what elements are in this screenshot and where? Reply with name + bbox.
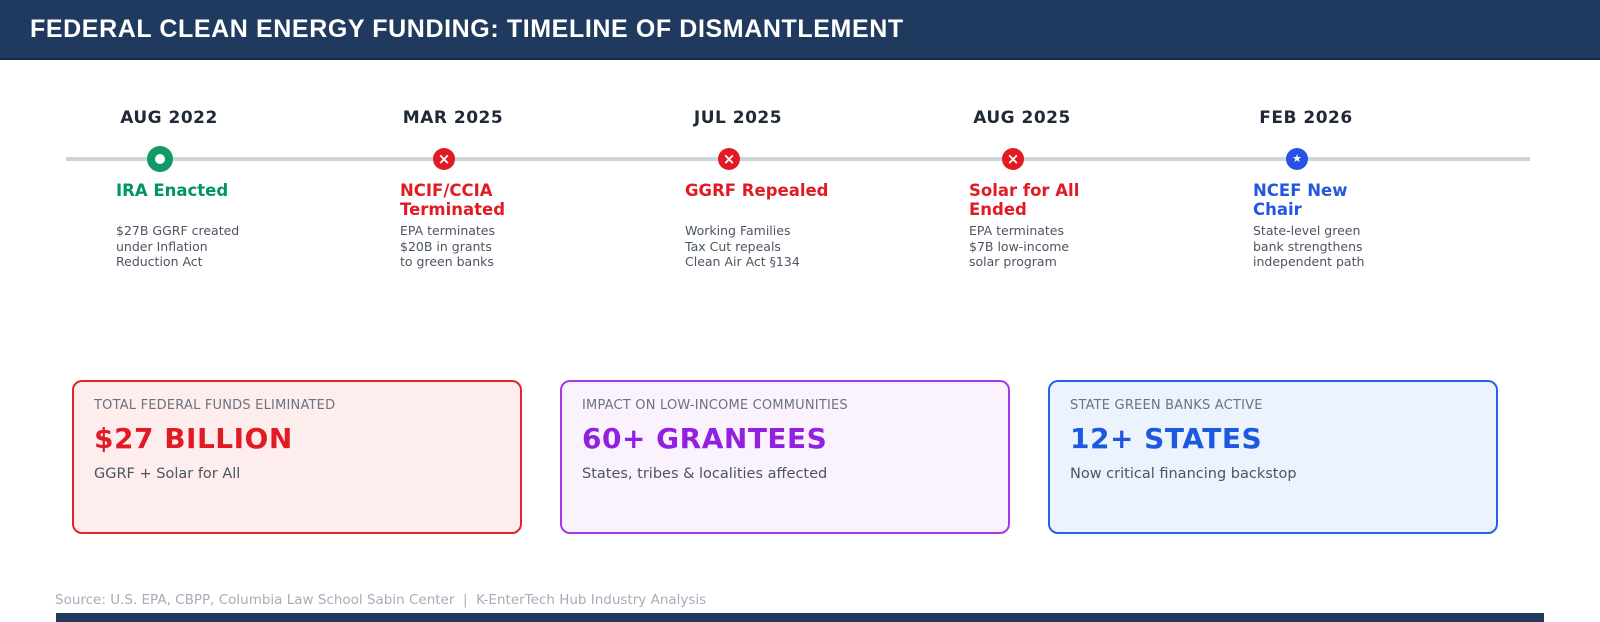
ring-hole <box>155 154 165 164</box>
milestone-title: GGRF Repealed <box>685 181 829 200</box>
milestone-description: EPA terminates $7B low-income solar prog… <box>969 223 1070 269</box>
stat-value: $27 BILLION <box>94 422 293 455</box>
stat-label: IMPACT ON LOW-INCOME COMMUNITIES <box>582 398 848 413</box>
milestone-description: State-level green bank strengthens indep… <box>1253 223 1365 269</box>
milestone-mar-2025: MAR 2025 × NCIF/CCIA Terminated EPA term… <box>400 108 590 270</box>
milestone-jul-2025: JUL 2025 × GGRF Repealed Working Familie… <box>685 108 875 270</box>
milestone-title: Solar for All Ended <box>969 181 1080 219</box>
footer-bar <box>56 613 1544 622</box>
milestone-description: $27B GGRF created under Inflation Reduct… <box>116 223 240 269</box>
stat-caption: Now critical financing backstop <box>1070 466 1297 482</box>
milestone-star-icon: ★ <box>1286 148 1308 170</box>
stat-value: 12+ STATES <box>1070 422 1263 455</box>
milestone-feb-2026: FEB 2026 ★ NCEF New Chair State-level gr… <box>1253 108 1443 270</box>
milestone-description: EPA terminates $20B in grants to green b… <box>400 223 496 269</box>
stat-label: STATE GREEN BANKS ACTIVE <box>1070 398 1263 413</box>
milestone-title: NCIF/CCIA Terminated <box>400 181 506 219</box>
stat-card-funds-eliminated: TOTAL FEDERAL FUNDS ELIMINATED $27 BILLI… <box>72 380 522 534</box>
stat-caption: GGRF + Solar for All <box>94 466 241 482</box>
milestone-date: JUL 2025 <box>693 108 783 128</box>
stat-label: TOTAL FEDERAL FUNDS ELIMINATED <box>94 398 336 413</box>
timeline-line <box>66 157 1530 161</box>
milestone-ring-icon <box>147 146 173 172</box>
stat-value: 60+ GRANTEES <box>582 422 828 455</box>
milestone-x-icon: × <box>1002 148 1024 170</box>
milestone-title: IRA Enacted <box>116 181 229 200</box>
milestone-date: FEB 2026 <box>1259 108 1353 128</box>
stat-card-state-green-banks: STATE GREEN BANKS ACTIVE 12+ STATES Now … <box>1048 380 1498 534</box>
stat-caption: States, tribes & localities affected <box>582 466 828 482</box>
milestone-aug-2025: AUG 2025 × Solar for All Ended EPA termi… <box>969 108 1159 270</box>
milestone-date: MAR 2025 <box>402 108 504 128</box>
source-note: Source: U.S. EPA, CBPP, Columbia Law Sch… <box>55 592 707 608</box>
milestone-date: AUG 2022 <box>120 108 218 128</box>
milestone-description: Working Families Tax Cut repeals Clean A… <box>685 223 800 269</box>
page-title: FEDERAL CLEAN ENERGY FUNDING: TIMELINE O… <box>30 14 904 43</box>
stat-card-grantees: IMPACT ON LOW-INCOME COMMUNITIES 60+ GRA… <box>560 380 1010 534</box>
milestone-date: AUG 2025 <box>973 108 1071 128</box>
milestone-aug-2022: AUG 2022 IRA Enacted $27B GGRF created u… <box>116 108 306 270</box>
milestone-x-icon: × <box>718 148 740 170</box>
milestone-title: NCEF New Chair <box>1253 181 1348 219</box>
milestone-x-icon: × <box>433 148 455 170</box>
header-bar: FEDERAL CLEAN ENERGY FUNDING: TIMELINE O… <box>0 0 1600 60</box>
